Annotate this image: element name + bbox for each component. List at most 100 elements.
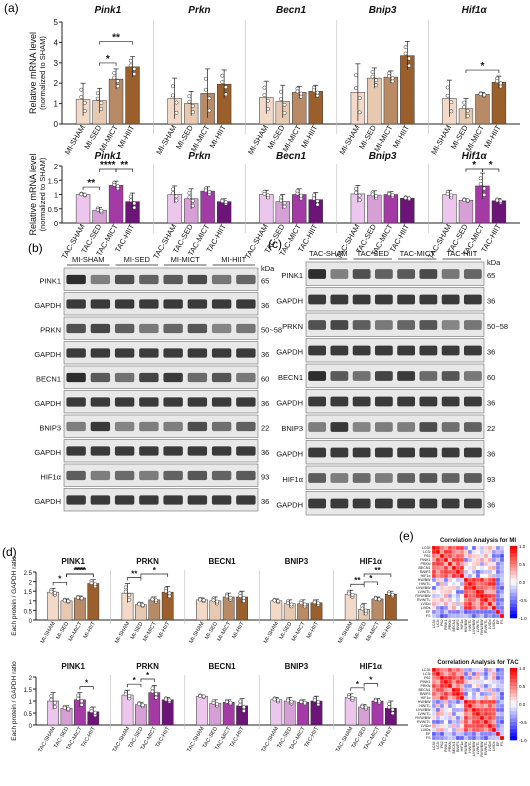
heatmap-title: Correlation Analysis for TAC [437, 660, 519, 666]
heatmap-cell [487, 715, 493, 721]
heatmap-cell [463, 557, 469, 563]
heatmap-col-label: LC3II [432, 742, 436, 751]
x-tick-label: MI-HIIT [306, 620, 321, 639]
heatmap-cell [459, 609, 465, 615]
blot-band [463, 269, 482, 279]
significance-bracket [363, 573, 392, 577]
colorbar-tick-label: -1.0 [519, 738, 527, 743]
heatmap-cell [495, 549, 501, 555]
heatmap-cell [439, 569, 445, 575]
blot-band [330, 396, 349, 407]
blot-band [90, 299, 111, 309]
colorbar-segment [510, 567, 517, 572]
heatmap-cell [463, 569, 469, 575]
heatmap-cell [435, 577, 441, 583]
blot-kda-value: 60 [261, 374, 269, 383]
heatmap-cell [451, 561, 457, 567]
blot-band [187, 372, 208, 383]
heatmap-cell [431, 589, 437, 595]
heatmap-cell [467, 577, 473, 583]
gene-title: Bnip3 [369, 151, 397, 162]
data-point [350, 696, 355, 701]
heatmap-cell [471, 699, 477, 705]
bar [400, 197, 415, 224]
heatmap-cell [487, 605, 493, 611]
heatmap-cell [499, 667, 505, 673]
heatmap-cell [459, 593, 465, 599]
heatmap-cell [495, 667, 501, 673]
bar [383, 194, 399, 224]
y-tick-label: 2 [29, 676, 33, 682]
heatmap-cell [435, 691, 441, 697]
blot-band [308, 498, 327, 509]
heatmap-cell [439, 561, 445, 567]
colorbar-segment [510, 689, 517, 694]
heatmap-cell [459, 711, 465, 717]
heatmap-cell [443, 569, 449, 575]
heatmap-cell [471, 561, 477, 567]
heatmap-col-label: RVW/BW [480, 619, 484, 635]
data-point [374, 83, 379, 88]
heatmap-cell [467, 597, 473, 603]
heatmap-cell [455, 557, 461, 563]
heatmap-cell [459, 581, 465, 587]
blot-kda-value: 36 [487, 449, 495, 458]
heatmap-cell [443, 589, 449, 595]
heatmap-cell [451, 727, 457, 733]
blot-row-label: GAPDH [276, 296, 303, 305]
gene-title: Pink1 [94, 5, 121, 16]
bar [196, 599, 208, 621]
data-point [220, 199, 225, 204]
blot-group-label: MI-HIIT [221, 255, 246, 264]
heatmap-row-label: LVIDs [421, 728, 431, 732]
heatmap-cell [455, 593, 461, 599]
heatmap-col-label: LVW/BW [472, 619, 476, 634]
blot-band [463, 498, 482, 509]
heatmap-cell [455, 683, 461, 689]
heatmap-cell [447, 719, 453, 725]
heatmap-row-label: HW/TL [419, 704, 430, 708]
heatmap-cell [447, 727, 453, 733]
heatmap-cell [495, 699, 501, 705]
heatmap-cell [495, 723, 501, 729]
heatmap-cell [459, 691, 465, 697]
heatmap-cell [451, 691, 457, 697]
blot-band [211, 274, 232, 285]
heatmap-cell [459, 667, 465, 673]
blot-band [308, 447, 327, 458]
heatmap-col-label: P62 [440, 742, 444, 748]
heatmap-cell [491, 683, 497, 689]
heatmap-cell [483, 691, 489, 697]
blot-band [187, 299, 208, 309]
heatmap-cell [495, 687, 501, 693]
significance-label: * [369, 676, 373, 685]
heatmap-cell [483, 723, 489, 729]
data-point [390, 707, 395, 712]
heatmap-cell [443, 675, 449, 681]
heatmap-row-label: LVIDd [421, 724, 431, 728]
heatmap-cell [443, 549, 449, 555]
blot-band [397, 345, 416, 356]
heatmap-cell [455, 565, 461, 571]
x-tick-label: MI-SHAM [338, 124, 362, 157]
heatmap-cell [443, 553, 449, 559]
heatmap-cell [499, 699, 505, 705]
heatmap-cell [435, 715, 441, 721]
heatmap-cell [487, 695, 493, 701]
data-point [482, 92, 487, 97]
heatmap-cell [495, 703, 501, 709]
heatmap-cell [463, 707, 469, 713]
heatmap-cell [483, 675, 489, 681]
blot-kda-value: 60 [487, 373, 495, 382]
heatmap-cell [463, 731, 469, 737]
heatmap-cell [463, 695, 469, 701]
colorbar-segment [510, 700, 517, 705]
blot-band [163, 446, 183, 456]
blot-band [308, 422, 327, 432]
heatmap-cell [467, 561, 473, 567]
heatmap-cell [435, 687, 441, 693]
heatmap-cell [491, 601, 497, 607]
data-point [387, 192, 391, 197]
heatmap-row-label: EF [426, 610, 431, 614]
panel-e: Correlation Analysis for MILC3IILC3IILC3… [415, 538, 527, 757]
